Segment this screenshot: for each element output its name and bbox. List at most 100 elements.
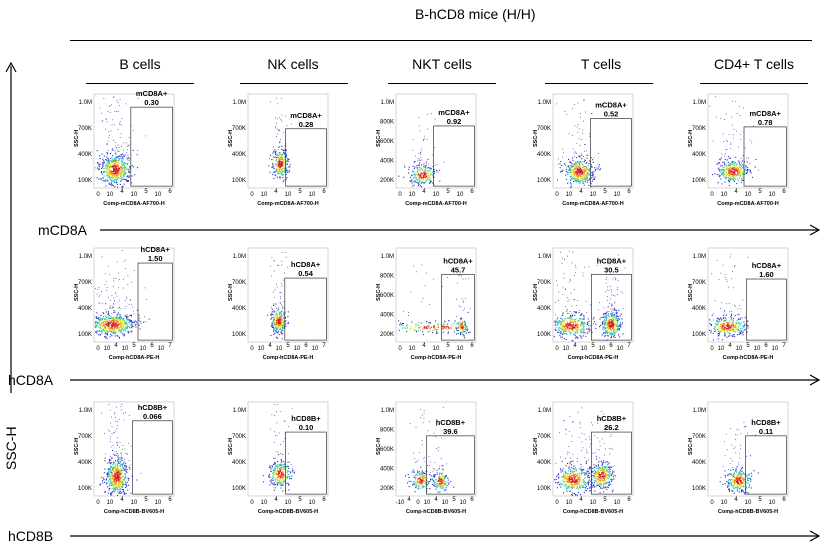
event-dot — [606, 323, 608, 325]
event-dot — [572, 159, 574, 161]
event-dot — [105, 478, 107, 480]
plot-frame — [93, 247, 175, 343]
event-dot — [411, 321, 413, 323]
gate-name: hCD8A+ — [141, 245, 171, 254]
event-dot — [126, 298, 128, 300]
event-dot — [556, 318, 558, 320]
event-dot — [106, 333, 108, 335]
event-dot — [277, 321, 279, 323]
event-dot — [277, 322, 279, 324]
event-dot — [424, 165, 426, 167]
event-dot — [98, 334, 100, 336]
event-dot — [604, 319, 606, 321]
event-dot — [120, 406, 122, 407]
event-dot — [614, 321, 616, 323]
event-dot — [420, 182, 422, 184]
event-dot — [116, 100, 118, 102]
event-dot — [127, 159, 128, 161]
event-dot — [587, 322, 589, 324]
event-dot — [107, 323, 109, 324]
event-dot — [740, 169, 742, 171]
event-dot — [118, 151, 120, 152]
event-dot — [608, 327, 610, 329]
event-dot — [734, 177, 736, 179]
event-dot — [747, 257, 749, 258]
event-dot — [579, 161, 581, 163]
event-dot — [456, 316, 458, 317]
event-dot — [725, 178, 727, 180]
event-dot — [430, 168, 432, 170]
event-dot — [730, 176, 732, 178]
event-dot — [133, 310, 134, 312]
event-dot — [112, 329, 114, 331]
event-dot — [103, 328, 105, 330]
event-dot — [288, 158, 290, 160]
event-dot — [617, 319, 618, 321]
event-dot — [615, 315, 617, 317]
event-dot — [120, 321, 122, 323]
event-dot — [120, 161, 122, 163]
event-dot — [100, 314, 102, 316]
event-dot — [602, 316, 604, 318]
event-dot — [576, 326, 578, 328]
event-dot — [284, 145, 286, 146]
event-dot — [113, 480, 115, 482]
event-dot — [287, 171, 289, 173]
event-dot — [110, 179, 112, 181]
event-dot — [617, 279, 619, 281]
column-underline — [545, 83, 653, 84]
event-dot — [736, 130, 737, 132]
event-dot — [611, 304, 613, 306]
event-dot — [568, 133, 570, 134]
event-dot — [571, 320, 573, 322]
x-tick-label: 5 — [446, 343, 450, 349]
event-dot — [282, 325, 284, 327]
event-dot — [114, 488, 116, 490]
event-dot — [571, 339, 573, 341]
event-dot — [563, 273, 565, 274]
event-dot — [462, 330, 464, 332]
event-dot — [112, 166, 114, 168]
event-dot — [607, 329, 609, 331]
event-dot — [107, 180, 109, 182]
event-dot — [271, 308, 273, 310]
event-dot — [727, 328, 729, 330]
event-dot — [719, 326, 721, 328]
event-dot — [279, 142, 281, 144]
event-dot — [120, 180, 122, 182]
event-dot — [582, 174, 584, 176]
event-dot — [555, 327, 557, 329]
event-dot — [119, 336, 121, 338]
event-dot — [427, 178, 429, 180]
event-dot — [109, 178, 111, 180]
event-dot — [568, 324, 570, 326]
event-dot — [561, 321, 563, 323]
event-dot — [615, 323, 617, 325]
event-dot — [277, 156, 279, 158]
event-dot — [584, 168, 586, 170]
event-dot — [580, 328, 582, 330]
event-dot — [724, 310, 726, 312]
event-dot — [111, 470, 113, 472]
event-dot — [123, 334, 125, 336]
event-dot — [99, 327, 101, 329]
event-dot — [560, 317, 562, 319]
event-dot — [411, 174, 413, 176]
event-dot — [107, 474, 109, 476]
event-dot — [116, 182, 118, 184]
plot-frame — [247, 247, 329, 343]
event-dot — [120, 308, 122, 310]
event-dot — [457, 327, 459, 329]
event-dot — [573, 319, 575, 321]
event-dot — [569, 325, 571, 327]
event-dot — [116, 328, 118, 330]
event-dot — [605, 279, 607, 280]
event-dot — [138, 317, 140, 319]
event-dot — [730, 322, 732, 324]
event-dot — [717, 182, 719, 184]
event-dot — [95, 324, 97, 326]
event-dot — [721, 327, 723, 329]
event-dot — [123, 419, 125, 421]
event-dot — [109, 165, 111, 167]
